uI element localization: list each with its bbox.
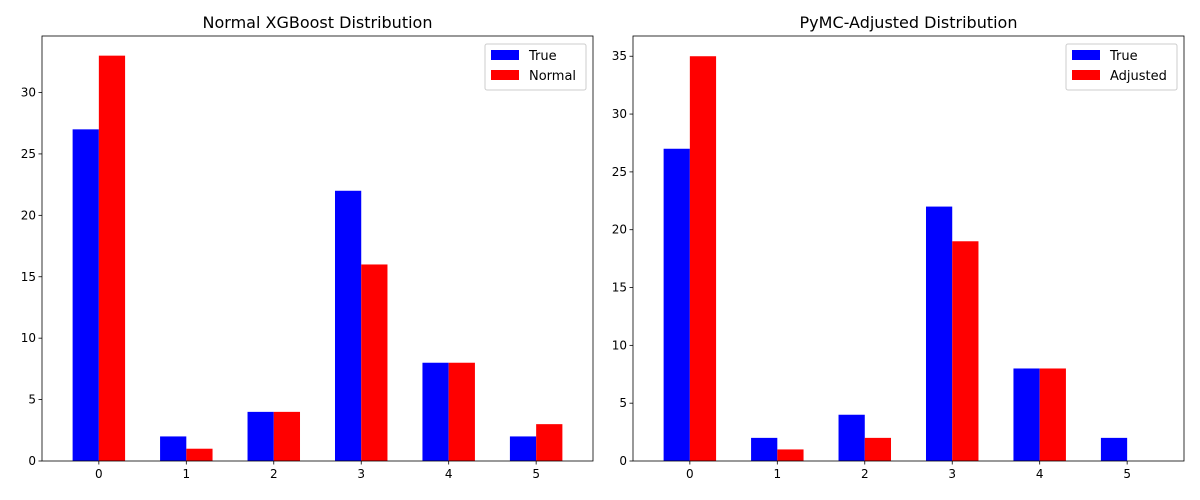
- legend-swatch-normal: [491, 70, 519, 80]
- bar-adjusted-1: [777, 449, 804, 461]
- bar-normal-3: [361, 264, 388, 461]
- y-tick-label: 30: [612, 107, 627, 121]
- x-tick-label: 2: [270, 467, 278, 481]
- x-tick-label: 3: [357, 467, 365, 481]
- y-tick-label: 20: [21, 208, 36, 222]
- legend-swatch-adjusted: [1072, 70, 1100, 80]
- chart-title: PyMC-Adjusted Distribution: [800, 13, 1018, 32]
- bar-adjusted-0: [689, 56, 717, 461]
- x-tick-label: 2: [861, 467, 869, 481]
- bar-true-4: [1013, 368, 1040, 461]
- bar-true-2: [838, 414, 865, 461]
- bar-adjusted-4: [1039, 368, 1066, 461]
- bar-adjusted-2: [864, 437, 892, 461]
- bar-true-5: [1100, 437, 1128, 461]
- legend-label-normal: Normal: [529, 69, 576, 84]
- y-tick-label: 20: [612, 223, 627, 237]
- x-tick-label: 5: [1123, 467, 1131, 481]
- y-tick-label: 5: [28, 393, 36, 407]
- y-tick-label: 25: [612, 165, 627, 179]
- legend: True Normal: [484, 43, 587, 91]
- chart-pymc-adjusted: PyMC-Adjusted Distribution05101520253035…: [612, 13, 1185, 481]
- x-tick-label: 0: [686, 467, 694, 481]
- bar-normal-5: [536, 424, 563, 461]
- y-tick-label: 0: [619, 454, 627, 468]
- axes-frame: [632, 35, 1185, 462]
- bar-normal-1: [186, 448, 213, 461]
- bar-normal-2: [273, 411, 301, 461]
- bar-true-2: [247, 411, 274, 461]
- bar-true-1: [160, 436, 187, 461]
- legend: True Adjusted: [1065, 43, 1178, 91]
- y-tick-label: 15: [612, 281, 627, 295]
- bar-true-5: [509, 436, 537, 461]
- bar-true-3: [925, 206, 953, 461]
- x-tick-label: 5: [532, 467, 540, 481]
- legend-swatch-true: [1072, 50, 1100, 60]
- legend-label-true: True: [528, 49, 557, 64]
- y-tick-label: 30: [21, 86, 36, 100]
- y-tick-label: 10: [21, 331, 36, 345]
- x-tick-label: 1: [182, 467, 190, 481]
- bar-true-4: [422, 362, 449, 461]
- bar-normal-0: [98, 55, 126, 462]
- y-tick-label: 25: [21, 147, 36, 161]
- y-tick-label: 35: [612, 49, 627, 63]
- bar-true-0: [72, 129, 99, 461]
- legend-swatch-true: [491, 50, 519, 60]
- chart-normal-xgboost: Normal XGBoost Distribution0510152025300…: [21, 13, 594, 481]
- bar-normal-4: [448, 362, 475, 461]
- legend-label-adjusted: Adjusted: [1110, 69, 1167, 84]
- y-tick-label: 10: [612, 338, 627, 352]
- bar-adjusted-3: [952, 241, 979, 461]
- bar-true-0: [663, 148, 690, 461]
- bar-true-3: [334, 190, 362, 461]
- y-tick-label: 5: [619, 396, 627, 410]
- chart-title: Normal XGBoost Distribution: [203, 13, 433, 32]
- bar-true-1: [751, 437, 778, 461]
- x-tick-label: 3: [948, 467, 956, 481]
- y-tick-label: 15: [21, 270, 36, 284]
- x-tick-label: 1: [773, 467, 781, 481]
- y-tick-label: 0: [28, 454, 36, 468]
- legend-label-true: True: [1109, 49, 1138, 64]
- axes-frame: [41, 35, 594, 462]
- x-tick-label: 4: [445, 467, 453, 481]
- x-tick-label: 4: [1036, 467, 1044, 481]
- x-tick-label: 0: [95, 467, 103, 481]
